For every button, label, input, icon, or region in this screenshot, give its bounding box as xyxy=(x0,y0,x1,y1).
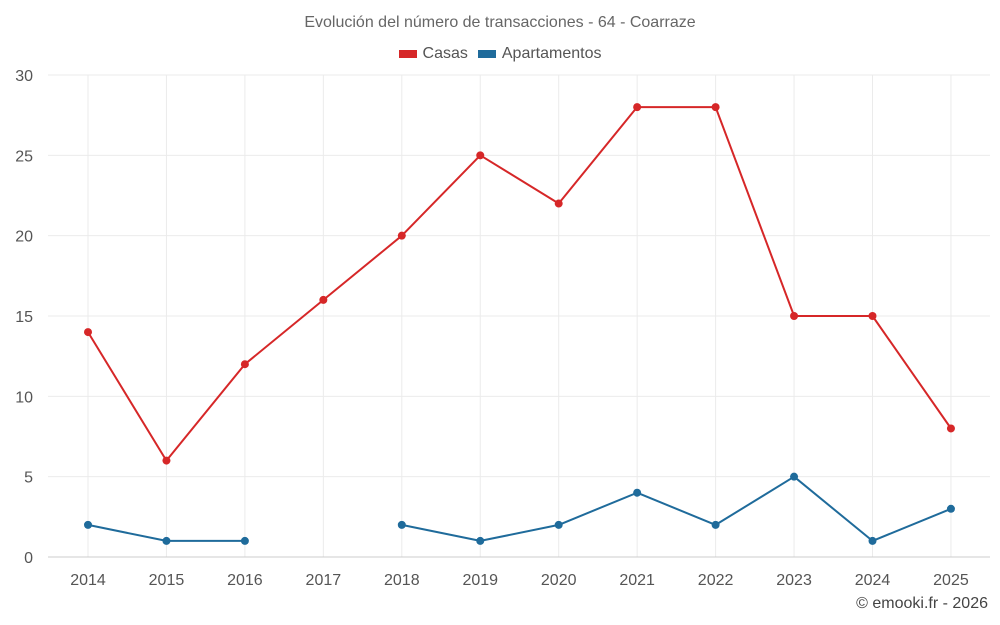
data-point-casas-2024[interactable] xyxy=(868,312,877,320)
chart-title: Evolución del número de transacciones - … xyxy=(304,14,696,31)
x-tick-label-2018: 2018 xyxy=(384,572,420,589)
x-tick-label-2023: 2023 xyxy=(776,572,812,589)
data-point-casas-2016[interactable] xyxy=(240,360,249,369)
data-point-casas-2014[interactable] xyxy=(84,328,92,337)
data-point-apartamentos-2016[interactable] xyxy=(240,536,249,545)
y-tick-label-15: 15 xyxy=(15,309,33,326)
data-point-apartamentos-2014[interactable] xyxy=(84,520,92,529)
y-tick-label-25: 25 xyxy=(15,148,33,165)
data-point-casas-2018[interactable] xyxy=(397,231,406,240)
data-point-apartamentos-2015[interactable] xyxy=(162,536,171,545)
data-point-casas-2020[interactable] xyxy=(554,199,563,208)
data-point-apartamentos-2025[interactable] xyxy=(946,504,955,513)
y-tick-label-0: 0 xyxy=(24,550,33,567)
y-tick-label-20: 20 xyxy=(15,229,33,246)
x-tick-label-2022: 2022 xyxy=(698,572,734,589)
credit-text: © emooki.fr - 2026 xyxy=(856,595,988,612)
x-tick-label-2016: 2016 xyxy=(227,572,263,589)
legend-item-apartamentos[interactable]: Apartamentos xyxy=(477,45,602,63)
data-point-apartamentos-2024[interactable] xyxy=(868,536,877,545)
data-point-apartamentos-2023[interactable] xyxy=(790,472,799,481)
data-point-casas-2021[interactable] xyxy=(633,103,642,112)
x-tick-label-2019: 2019 xyxy=(462,572,498,589)
chart-legend: Casas Apartamentos xyxy=(0,45,1000,63)
data-point-casas-2022[interactable] xyxy=(711,103,720,112)
data-point-casas-2015[interactable] xyxy=(162,456,171,465)
x-tick-label-2014: 2014 xyxy=(70,572,106,589)
x-tick-label-2017: 2017 xyxy=(306,572,342,589)
series-line-apartamentos xyxy=(87,475,952,542)
legend-swatch-apartamentos xyxy=(477,50,496,58)
data-point-apartamentos-2021[interactable] xyxy=(633,488,642,497)
data-point-apartamentos-2018[interactable] xyxy=(397,520,406,529)
data-point-apartamentos-2022[interactable] xyxy=(711,520,720,529)
legend-swatch-casas xyxy=(398,50,417,58)
legend-label-apartamentos: Apartamentos xyxy=(501,45,602,62)
x-tick-label-2021: 2021 xyxy=(619,572,655,589)
data-point-apartamentos-2020[interactable] xyxy=(554,520,563,529)
legend-item-casas[interactable]: Casas xyxy=(398,45,468,63)
legend-label-casas: Casas xyxy=(422,45,468,62)
series-line-casas xyxy=(87,106,952,462)
x-tick-label-2020: 2020 xyxy=(541,572,577,589)
x-tick-label-2025: 2025 xyxy=(933,572,969,589)
y-tick-label-30: 30 xyxy=(15,68,33,85)
y-tick-label-10: 10 xyxy=(15,389,33,406)
data-point-casas-2025[interactable] xyxy=(946,424,955,433)
y-tick-label-5: 5 xyxy=(24,470,33,487)
data-point-casas-2017[interactable] xyxy=(319,295,328,304)
x-tick-label-2024: 2024 xyxy=(855,572,891,589)
data-point-casas-2023[interactable] xyxy=(790,312,799,320)
data-point-casas-2019[interactable] xyxy=(476,151,485,160)
data-point-apartamentos-2019[interactable] xyxy=(476,536,485,545)
x-tick-label-2015: 2015 xyxy=(149,572,185,589)
